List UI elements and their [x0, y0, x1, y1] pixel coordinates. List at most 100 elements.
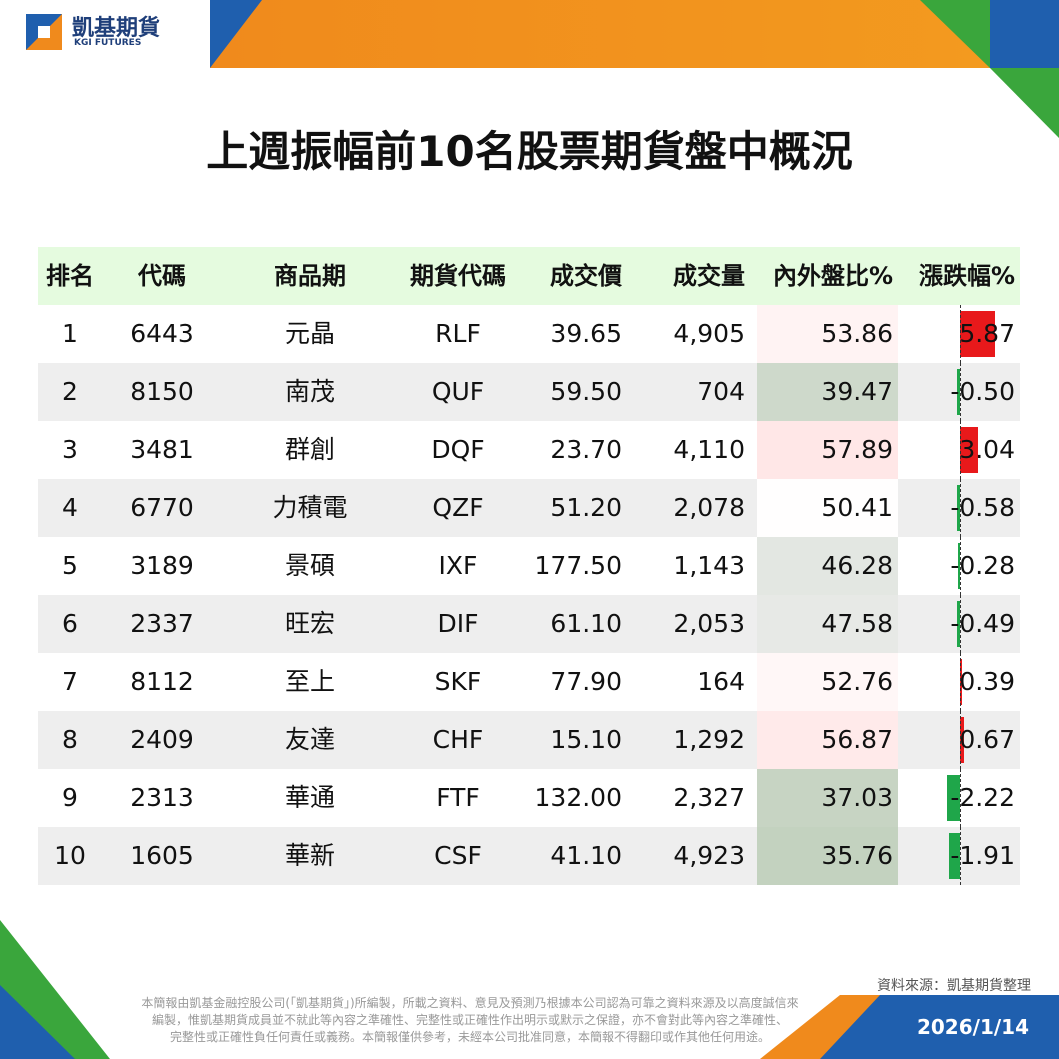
cell: 3481 [130, 435, 194, 464]
disclaimer-line: 編製，惟凱基期貨成員並不就此等內容之準確性、完整性或正確性作出明示或默示之保證，… [151, 1013, 788, 1027]
cell: 5.87 [959, 319, 1015, 348]
date: 2026/1/14 [916, 1015, 1029, 1039]
cell: -0.49 [950, 609, 1015, 638]
cell: 4 [62, 493, 78, 522]
change-bar [958, 543, 960, 589]
cell: 4,110 [673, 435, 745, 464]
ratio-heat [757, 305, 898, 363]
cell: 9 [62, 783, 78, 812]
cell: SKF [434, 667, 482, 696]
column-header: 排名 [46, 262, 94, 290]
cell: 7 [62, 667, 78, 696]
ratio-heat [757, 769, 898, 827]
ratio-heat [757, 653, 898, 711]
cell: 59.50 [550, 377, 622, 406]
cell: 23.70 [550, 435, 622, 464]
axis-line [960, 769, 961, 827]
cell: 10 [54, 841, 86, 870]
cell: QUF [431, 377, 485, 406]
axis-line [960, 653, 961, 711]
axis-line [960, 827, 961, 885]
column-header: 成交價 [550, 262, 622, 290]
cell: 35.76 [821, 841, 893, 870]
cell: 164 [697, 667, 745, 696]
cell: 177.50 [534, 551, 622, 580]
ratio-heat [757, 479, 898, 537]
cell: 8 [62, 725, 78, 754]
column-header: 代碼 [138, 262, 186, 290]
cell: 0.39 [959, 667, 1015, 696]
cell: 華新 [284, 841, 335, 870]
column-header: 漲跌幅% [918, 262, 1015, 290]
cell: 2,327 [673, 783, 745, 812]
cell: 61.10 [550, 609, 622, 638]
cell: 4,905 [673, 319, 745, 348]
cell: 15.10 [550, 725, 622, 754]
cell: QZF [432, 493, 484, 522]
disclaimer-line: 本簡報由凱基金融控股公司(「凱基期貨」)所編製，所載之資料、意見及預測乃根據本公… [141, 996, 799, 1010]
change-bar [946, 775, 960, 821]
ratio-heat [757, 827, 898, 885]
cell: 39.47 [821, 377, 893, 406]
cell: IXF [438, 551, 478, 580]
source: 資料來源：凱基期貨整理 [877, 978, 1031, 994]
cell: 2337 [130, 609, 194, 638]
axis-line [960, 363, 961, 421]
brand-en: KGI FUTURES [74, 38, 142, 48]
table: 排名 代碼 商品期 期貨代碼 成交價 成交量 內外盤比% 漲跌幅% 1 6443 元晶 RLF 39.6… [38, 247, 1020, 887]
cell: -0.58 [950, 493, 1015, 522]
cell: 47.58 [821, 609, 893, 638]
cell: 6 [62, 609, 78, 638]
axis-line [960, 595, 961, 653]
cell: -0.50 [950, 377, 1015, 406]
cell: 3.04 [959, 435, 1015, 464]
cell: 6443 [130, 319, 194, 348]
cell: 2 [62, 377, 78, 406]
cell: 77.90 [550, 667, 622, 696]
cell: 3189 [130, 551, 194, 580]
axis-line [960, 421, 961, 479]
cell: -0.28 [950, 551, 1015, 580]
cell: 3 [62, 435, 78, 464]
change-bar [957, 369, 960, 415]
cell: 1605 [130, 841, 194, 870]
change-bar [960, 717, 965, 763]
cell: -2.22 [950, 783, 1015, 812]
cell: 2409 [130, 725, 194, 754]
cell: CHF [432, 725, 484, 754]
cell: 52.76 [821, 667, 893, 696]
cell: -1.91 [950, 841, 1015, 870]
disclaimer-line: 完整性或正確性負任何責任或義務。本簡報僅供參考，未經本公司批准同意，本簡報不得翻… [169, 1030, 770, 1044]
cell: 南茂 [284, 377, 335, 406]
ratio-heat [757, 711, 898, 769]
change-bar [960, 427, 979, 473]
cell: 8112 [130, 667, 194, 696]
cell: 5 [62, 551, 78, 580]
column-header: 內外盤比% [772, 262, 893, 290]
column-header: 成交量 [673, 262, 745, 290]
cell: 1,292 [673, 725, 745, 754]
column-header: 商品期 [274, 262, 346, 290]
title: 上週振幅前10名股票期貨盤中概況 [206, 127, 853, 176]
change-bar [960, 311, 996, 357]
cell: 57.89 [821, 435, 893, 464]
ratio-heat [757, 363, 898, 421]
change-bar [956, 485, 960, 531]
axis-line [960, 479, 961, 537]
brand: 凱基期貨 [72, 16, 161, 41]
ratio-heat [757, 421, 898, 479]
cell: 56.87 [821, 725, 893, 754]
cell: 37.03 [821, 783, 893, 812]
cell: 53.86 [821, 319, 893, 348]
cell: 2,053 [673, 609, 745, 638]
cell: 2,078 [673, 493, 745, 522]
disclaimer: 本簡報由凱基金融控股公司(「凱基期貨」)所編製，所載之資料、意見及預測乃根據本公… [80, 995, 860, 1046]
change-bar [960, 659, 963, 705]
cell: 1 [62, 319, 78, 348]
column-header: 期貨代碼 [410, 262, 506, 290]
cell: 41.10 [550, 841, 622, 870]
axis-line [960, 305, 961, 363]
change-bar [957, 601, 960, 647]
cell: CSF [434, 841, 482, 870]
